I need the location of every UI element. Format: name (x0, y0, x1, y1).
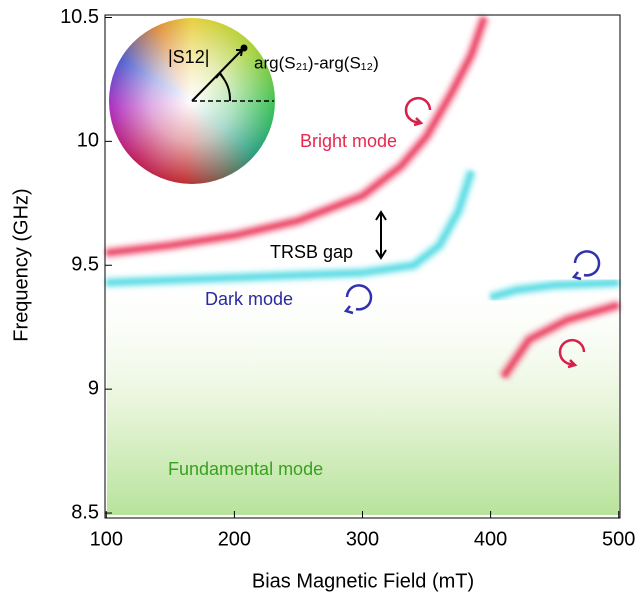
x-tick-label: 400 (474, 528, 507, 550)
mode-line (106, 16, 487, 255)
y-tick-label: 9 (88, 377, 99, 399)
mode-label: Dark mode (205, 289, 293, 309)
background-shade (107, 270, 619, 515)
annotation: TRSB gap (270, 242, 353, 262)
y-axis-label: Frequency (GHz) (10, 188, 32, 341)
mode-label: Fundamental mode (168, 459, 323, 479)
mode-line (106, 170, 474, 285)
gap-arrow-heads (375, 210, 387, 260)
rotation-icon (573, 250, 601, 277)
y-tick-label: 8.5 (71, 501, 99, 523)
mode-line (501, 302, 620, 378)
rotation-icon (345, 284, 373, 311)
rotation-icon (558, 338, 586, 366)
rotation-icon (404, 96, 432, 124)
annotation: arg(S₂₁)-arg(S₁₂) (254, 53, 379, 72)
x-tick-label: 500 (602, 528, 635, 550)
wheel-arrowhead (236, 49, 244, 57)
y-tick-label: 10 (77, 130, 99, 152)
rotation-icon (567, 359, 578, 369)
wheel-angle-head (215, 71, 225, 80)
x-axis-label: Bias Magnetic Field (mT) (252, 570, 474, 592)
mode-line (490, 280, 619, 300)
rotation-icon (343, 305, 354, 315)
rotation-icon (571, 271, 582, 281)
rotation-icon (413, 117, 424, 127)
x-tick-label: 300 (346, 528, 379, 550)
mode-label: Bright mode (300, 131, 397, 151)
x-tick-label: 100 (90, 528, 123, 550)
plot-area (105, 15, 621, 502)
annotation: |S12| (168, 47, 209, 67)
x-tick-label: 200 (218, 528, 251, 550)
y-tick-label: 9.5 (71, 254, 99, 276)
y-tick-label: 10.5 (60, 6, 99, 28)
wheel-angle-arc (219, 73, 232, 102)
